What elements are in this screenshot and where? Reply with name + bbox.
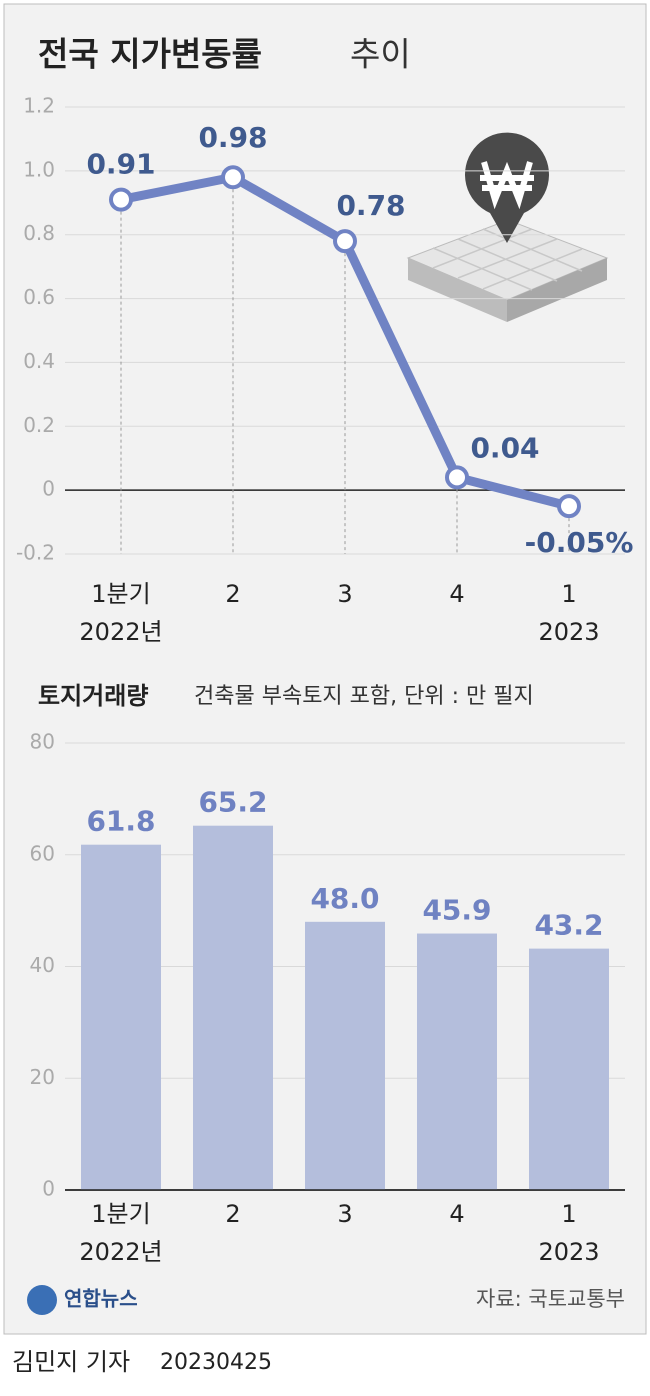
bar <box>305 921 385 1190</box>
x-tick-label: 1분기 <box>91 580 150 608</box>
x-tick-year: 2022년 <box>79 618 162 646</box>
tile-left <box>408 258 507 322</box>
y-tick-label: 40 <box>30 953 55 977</box>
y-tick-label: 0 <box>42 477 55 501</box>
point <box>221 165 245 190</box>
value-label: 48.0 <box>310 882 379 915</box>
point <box>333 229 357 254</box>
chart-title-suffix: 추이 <box>350 35 411 74</box>
value-label: 0.91 <box>86 148 155 181</box>
value-label: 65.2 <box>198 786 267 819</box>
logo-mark <box>27 1285 57 1315</box>
point <box>109 187 133 212</box>
value-label: 61.8 <box>86 805 155 838</box>
bar <box>81 844 161 1190</box>
x-tick-year: 2023 <box>538 1238 599 1266</box>
y-tick-label: 1.2 <box>23 94 55 118</box>
value-label: 45.9 <box>422 894 491 927</box>
x-tick-label: 4 <box>449 1200 464 1228</box>
land-icon <box>406 132 609 322</box>
x-tick-label: 3 <box>337 580 352 608</box>
y-tick-label: 80 <box>30 730 55 754</box>
value-label: 43.2 <box>534 909 603 942</box>
x-tick-label: 1분기 <box>91 1200 150 1228</box>
bar <box>529 948 609 1190</box>
value-label: 0.98 <box>198 121 267 154</box>
y-tick-label: 20 <box>30 1065 55 1089</box>
x-tick-year: 2022년 <box>79 1238 162 1266</box>
footer: 연합뉴스 자료: 국토교통부 김민지 기자 20230425 <box>12 1285 625 1376</box>
chart-title: 토지거래량 <box>38 682 148 710</box>
source: 자료: 국토교통부 <box>476 1287 625 1311</box>
x-tick-label: 3 <box>337 1200 352 1228</box>
x-tick-label: 2 <box>225 1200 240 1228</box>
chart-title: 전국 지가변동률 <box>38 35 262 74</box>
point <box>445 465 469 490</box>
x-tick-label: 1 <box>561 1200 576 1228</box>
y-tick-label: -0.2 <box>16 541 55 565</box>
value-label: 0.04 <box>470 431 539 464</box>
bar <box>193 825 273 1190</box>
tile-right <box>507 258 607 322</box>
title-group: 전국 지가변동률 추이 <box>38 35 411 74</box>
bar <box>417 933 497 1190</box>
x-tick-label: 2 <box>225 580 240 608</box>
chart2-heading: 토지거래량 건축물 부속토지 포함, 단위 : 만 필지 <box>38 682 534 710</box>
value-label: -0.05% <box>525 526 634 559</box>
tile-grid <box>432 228 583 291</box>
y-tick-label: 0.8 <box>23 221 55 245</box>
x-tick-label: 1 <box>561 580 576 608</box>
x-tick-label: 4 <box>449 580 464 608</box>
won-symbol <box>480 161 534 210</box>
y-tick-label: 1.0 <box>23 157 55 181</box>
y-tick-label: 0.6 <box>23 285 55 309</box>
y-tick-label: 0.4 <box>23 349 55 373</box>
value-label: 0.78 <box>336 189 405 222</box>
byline: 김민지 기자 <box>12 1348 130 1376</box>
logo: 연합뉴스 <box>64 1287 138 1311</box>
point <box>557 494 581 519</box>
y-tick-label: 60 <box>30 841 55 865</box>
x-tick-year: 2023 <box>538 618 599 646</box>
date: 20230425 <box>160 1350 272 1375</box>
y-tick-label: 0 <box>42 1177 55 1201</box>
chart-subtitle: 건축물 부속토지 포함, 단위 : 만 필지 <box>194 684 534 709</box>
y-tick-label: 0.2 <box>23 413 55 437</box>
